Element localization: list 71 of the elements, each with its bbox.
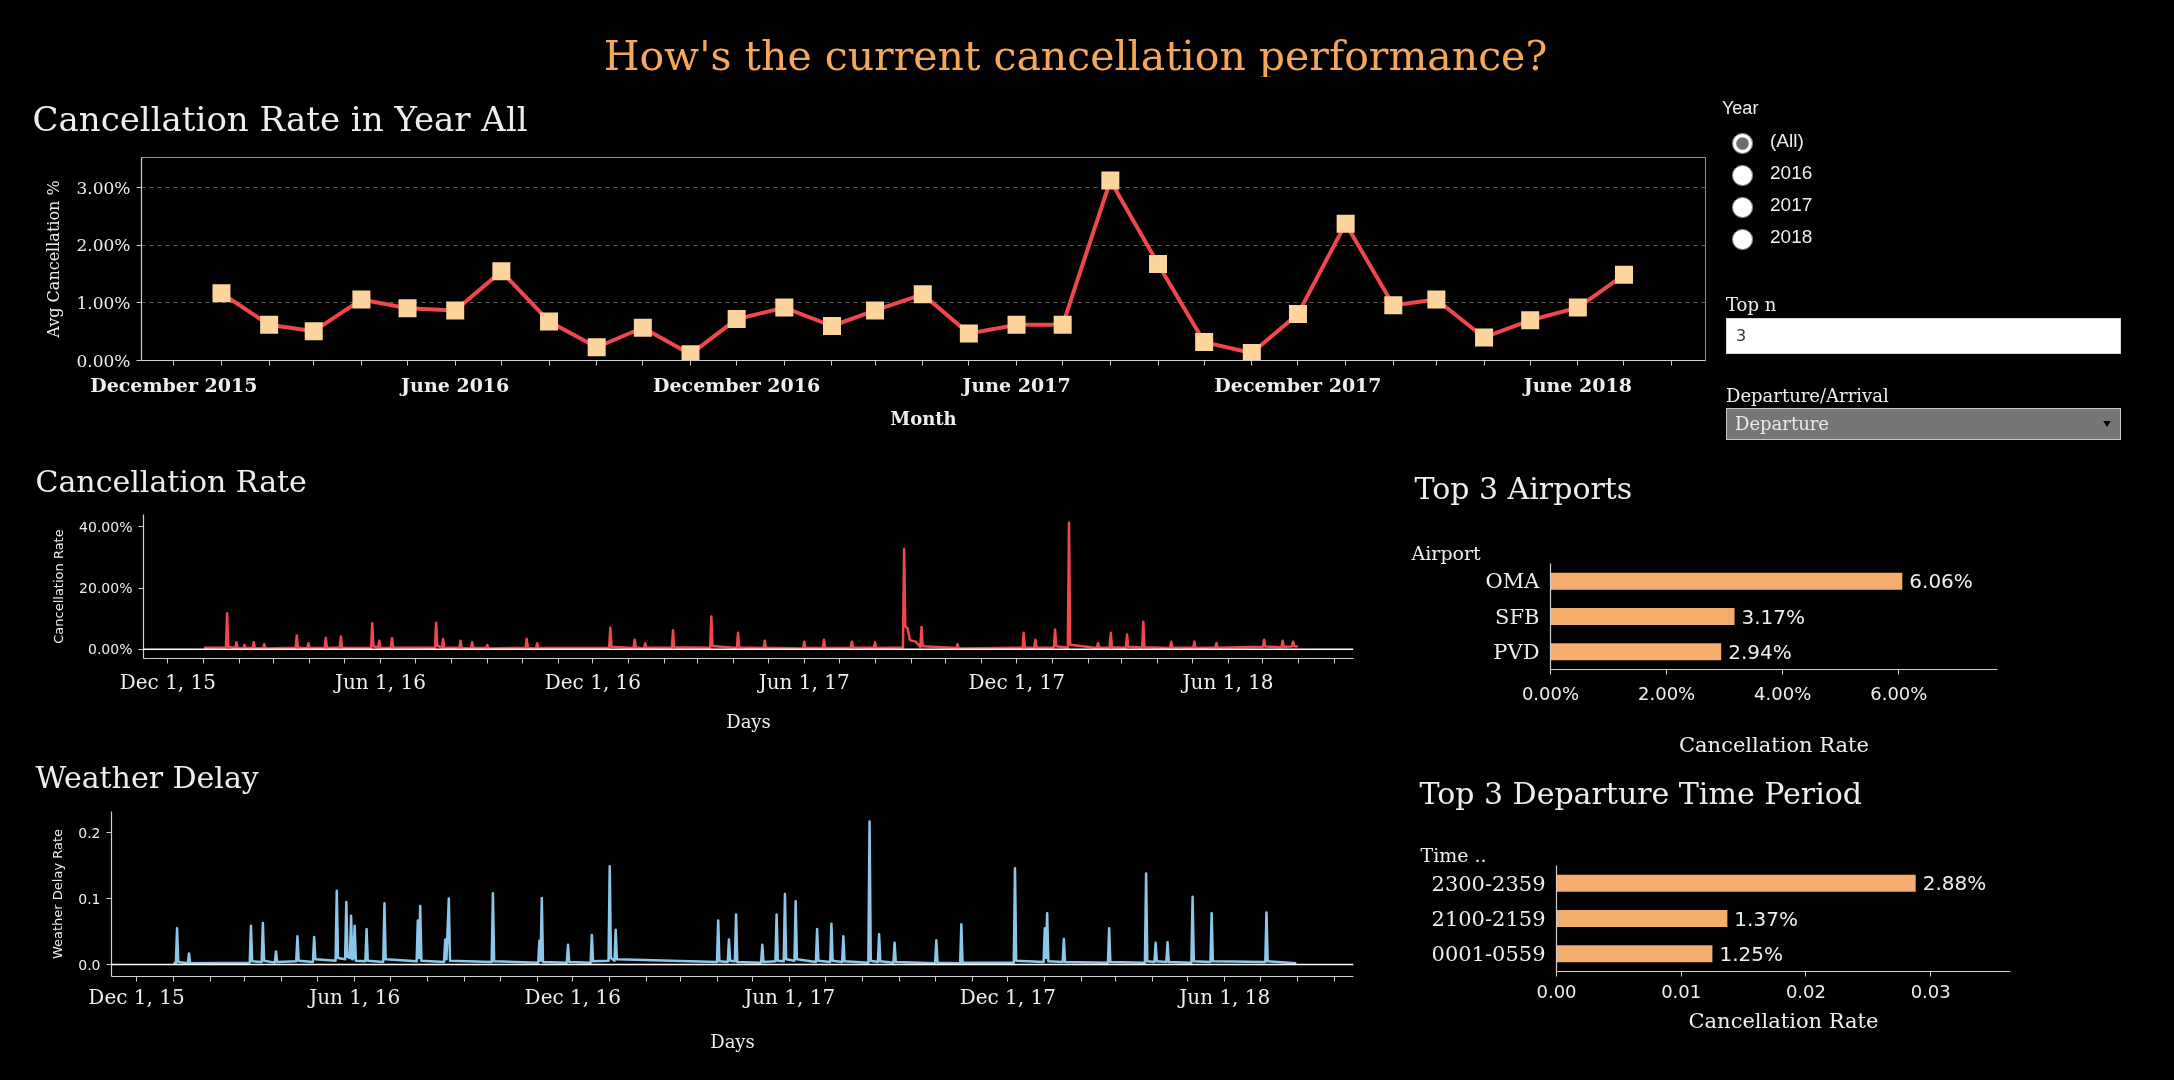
x-tick-label: 4.00% xyxy=(1754,682,1812,704)
x-tick-label: December 2017 xyxy=(1214,373,1382,396)
y-axis-title: Time .. xyxy=(1420,843,1487,866)
x-tick-label: 6.00% xyxy=(1870,682,1928,704)
y-axis-title: Airport xyxy=(1410,541,1482,564)
y-axis-title: Cancellation Rate xyxy=(51,529,67,644)
x-tick-label: Jun 1, 16 xyxy=(307,984,401,1009)
x-tick-label: Dec 1, 17 xyxy=(959,984,1057,1009)
text: 2016 xyxy=(1770,161,1813,186)
x-tick-label: 0.00 xyxy=(1536,980,1577,1002)
data-label: 6.06% xyxy=(1909,569,1973,594)
y-tick-label: SFB xyxy=(1495,604,1540,629)
text: Departure/Arrival xyxy=(1726,383,1889,408)
y-tick-label: OMA xyxy=(1485,569,1541,594)
text: Year xyxy=(1722,97,1759,120)
x-tick-label: Dec 1, 16 xyxy=(524,984,621,1009)
x-tick-label: Dec 1, 16 xyxy=(544,669,642,694)
x-tick-label: Jun 1, 17 xyxy=(742,984,836,1009)
chart-title: Weather Delay xyxy=(35,759,259,795)
x-axis-title: Cancellation Rate xyxy=(1679,732,1869,757)
data-label: 3.17% xyxy=(1741,604,1806,629)
y-tick-label: 0.00% xyxy=(88,641,133,658)
y-tick-label: 0.0 xyxy=(78,956,101,973)
x-tick-label: 0.00% xyxy=(1521,682,1580,704)
dropdown: Departure xyxy=(1726,408,2121,440)
x-tick-label: Jun 1, 16 xyxy=(332,669,426,694)
x-tick-label: Dec 1, 17 xyxy=(968,669,1065,694)
data-label: 2.88% xyxy=(1922,871,1987,896)
x-tick-label: June 2017 xyxy=(960,373,1071,396)
y-tick-label: PVD xyxy=(1493,639,1540,664)
x-axis-title: Days xyxy=(710,1030,755,1052)
x-tick-label: Jun 1, 17 xyxy=(756,669,850,694)
y-tick-label: 3.00% xyxy=(76,177,131,198)
chart-title: Top 3 Departure Time Period xyxy=(1419,775,1862,811)
text: 2018 xyxy=(1770,225,1813,250)
text: 2017 xyxy=(1770,193,1813,218)
data-label: 1.25% xyxy=(1719,941,1783,966)
x-tick-label: Dec 1, 15 xyxy=(119,669,217,694)
x-tick-label: 0.01 xyxy=(1661,980,1702,1002)
chart-title: Cancellation Rate in Year All xyxy=(32,98,528,139)
chart-title: Top 3 Airports xyxy=(1414,471,1633,506)
x-tick-label: 0.02 xyxy=(1785,980,1826,1002)
x-tick-label: 2.00% xyxy=(1638,682,1696,704)
y-tick-label: 20.00% xyxy=(79,580,133,597)
y-axis-title: Avg Cancellation % xyxy=(44,180,64,339)
y-tick-label: 40.00% xyxy=(79,518,133,535)
x-tick-label: December 2016 xyxy=(653,373,821,396)
y-tick-label: 2300-2359 xyxy=(1431,871,1546,896)
y-tick-label: 1.00% xyxy=(76,292,131,313)
text: Top n xyxy=(1726,293,1777,317)
x-tick-label: June 2018 xyxy=(1521,373,1632,396)
x-tick-label: Jun 1, 18 xyxy=(1180,669,1274,694)
y-tick-label: 0.1 xyxy=(78,890,101,907)
x-axis-title: Month xyxy=(890,407,957,429)
y-tick-label: 0.2 xyxy=(78,824,101,841)
text: (All) xyxy=(1770,129,1804,154)
data-label: 2.94% xyxy=(1728,639,1792,664)
x-axis-title: Cancellation Rate xyxy=(1688,1008,1879,1033)
x-axis-title: Days xyxy=(726,710,771,732)
y-tick-label: 0001-0559 xyxy=(1431,942,1546,967)
y-tick-label: 2100-2159 xyxy=(1431,907,1546,931)
x-tick-label: December 2015 xyxy=(90,373,258,396)
y-tick-label: 0.00% xyxy=(76,350,131,371)
y-tick-label: 2.00% xyxy=(76,235,131,256)
data-label: 1.37% xyxy=(1734,906,1798,931)
y-axis-title: Weather Delay Rate xyxy=(50,828,66,960)
x-tick-label: 0.03 xyxy=(1910,980,1951,1002)
x-tick-label: Jun 1, 18 xyxy=(1177,984,1271,1009)
chart-title: Cancellation Rate xyxy=(35,464,307,499)
x-tick-label: June 2016 xyxy=(399,373,510,396)
x-tick-label: Dec 1, 15 xyxy=(88,984,185,1009)
